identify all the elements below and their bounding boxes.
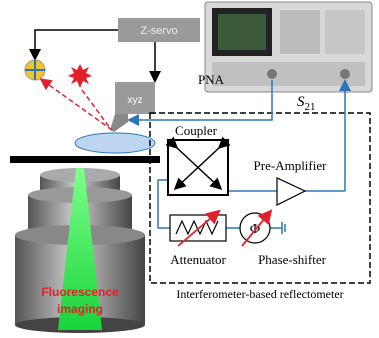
pre-amplifier-label: Pre-Amplifier bbox=[254, 158, 328, 173]
beam bbox=[42, 80, 112, 130]
stage bbox=[10, 156, 160, 163]
coupler-label: Coupler bbox=[175, 123, 218, 138]
pna-panel bbox=[280, 10, 320, 54]
beam bbox=[82, 90, 110, 128]
arrow bbox=[35, 30, 118, 58]
port bbox=[340, 69, 350, 79]
amplifier bbox=[277, 178, 305, 205]
xyz-label: xyz bbox=[128, 95, 143, 106]
imaging-label: Fluorescence bbox=[41, 285, 119, 299]
pna-panel bbox=[325, 10, 365, 54]
attenuator-label: Attenuator bbox=[170, 252, 226, 267]
phase-shifter-label: Phase-shifter bbox=[258, 252, 327, 267]
imaging-label: imaging bbox=[57, 302, 103, 316]
pna-screen bbox=[218, 14, 266, 50]
probe bbox=[110, 114, 128, 132]
s21-label: S21 bbox=[297, 94, 316, 113]
pna-label: PNA bbox=[198, 72, 225, 87]
z-servo-label: Z-servo bbox=[140, 25, 177, 37]
port bbox=[267, 69, 277, 79]
s21-subscript: 21 bbox=[305, 101, 316, 113]
sample bbox=[75, 133, 155, 153]
reflectometer-label: Interferometer-based reflectometer bbox=[176, 287, 343, 301]
diagram: Z-servo xyz Fluorescence imaging PNA S21… bbox=[0, 0, 379, 338]
laser bbox=[68, 64, 92, 88]
